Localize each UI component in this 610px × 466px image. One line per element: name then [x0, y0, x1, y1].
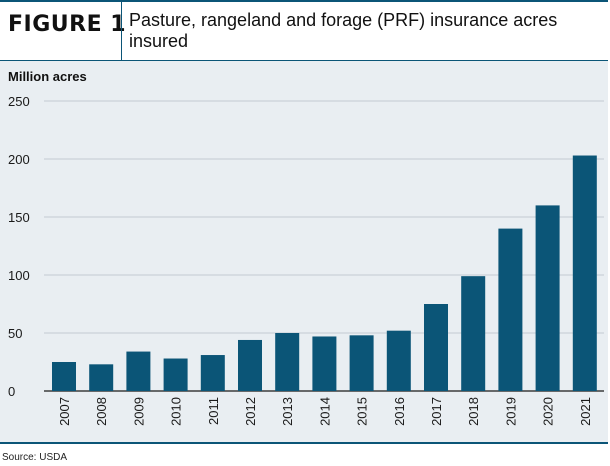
x-tick-label: 2020 — [541, 397, 556, 426]
bar-chart: 0 50 100 150 200 250 2007 2008 2009 2010 2011 2012… — [8, 94, 604, 426]
x-tick-label: 2012 — [243, 397, 258, 426]
bar-2021 — [572, 155, 597, 391]
x-tick-label: 2008 — [94, 397, 109, 426]
bars — [52, 155, 597, 391]
bar-2015 — [349, 335, 374, 391]
bar-2010 — [163, 358, 188, 391]
bar-2011 — [200, 355, 225, 391]
y-tick-label: 0 — [8, 384, 15, 399]
bar-2019 — [498, 228, 523, 391]
bar-2012 — [238, 339, 262, 391]
x-tick-label: 2009 — [131, 397, 146, 426]
y-tick-label: 250 — [8, 94, 30, 109]
x-tick-label: 2017 — [429, 397, 444, 426]
bar-2017 — [424, 304, 448, 391]
x-tick-label: 2007 — [57, 397, 72, 426]
x-tick-label: 2019 — [503, 397, 518, 426]
y-tick-label: 200 — [8, 152, 30, 167]
x-tick-label: 2015 — [355, 397, 370, 426]
figure-header: FIGURE 1 Pasture, rangeland and forage (… — [0, 2, 608, 61]
x-tick-label: 2011 — [206, 397, 221, 425]
y-axis-unit-label: Million acres — [8, 69, 87, 84]
x-tick-label: 2018 — [466, 397, 481, 426]
y-tick-label: 150 — [8, 210, 30, 225]
bar-2014 — [312, 336, 337, 391]
x-tick-label: 2013 — [280, 397, 295, 426]
bar-2016 — [386, 330, 411, 391]
bar-2018 — [461, 276, 486, 391]
bar-2007 — [52, 362, 76, 391]
y-tick-labels: 0 50 100 150 200 250 — [8, 94, 30, 399]
y-tick-label: 50 — [8, 326, 22, 341]
bar-2020 — [535, 205, 560, 391]
source-note: Source: USDA — [2, 452, 68, 463]
x-tick-labels: 2007 2008 2009 2010 2011 2012 2013 2014 2015 2016… — [57, 397, 593, 426]
x-tick-label: 2021 — [578, 397, 593, 426]
bar-2009 — [126, 351, 151, 391]
bar-2013 — [275, 333, 300, 391]
x-tick-label: 2014 — [317, 397, 332, 426]
x-tick-label: 2010 — [169, 397, 184, 426]
header-divider — [121, 2, 122, 60]
bar-2008 — [89, 364, 114, 391]
x-tick-label: 2016 — [392, 397, 407, 426]
figure-number-label: FIGURE 1 — [8, 12, 127, 37]
y-tick-label: 100 — [8, 268, 30, 283]
chart-title: Pasture, rangeland and forage (PRF) insu… — [129, 10, 558, 51]
